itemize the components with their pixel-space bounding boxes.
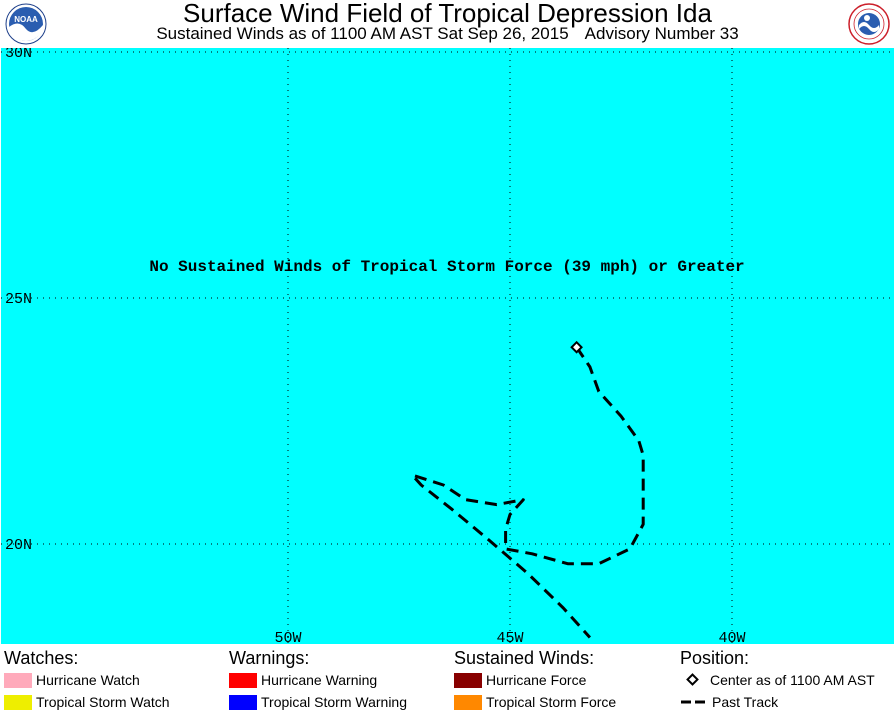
legend-item-hurricane-force: Hurricane Force	[454, 669, 616, 691]
wind-field-map: No Sustained Winds of Tropical Storm For…	[1, 48, 894, 644]
national-weather-service-logo-icon	[848, 3, 890, 45]
hurricane-warning-swatch	[229, 672, 257, 688]
header: NOAA Surface Wind Field of Tropical Depr…	[0, 0, 895, 48]
tropical-storm-force-swatch	[454, 694, 482, 710]
latitude-label: 25N	[5, 291, 32, 308]
legend-position-heading: Position:	[680, 648, 750, 668]
subtitle-time: Sustained Winds as of 1100 AM AST Sat Se…	[156, 24, 569, 43]
legend-label: Tropical Storm Watch	[36, 694, 170, 710]
legend-position: Position: Center as of 1100 AM AST Past …	[680, 647, 875, 713]
legend-watches: Watches: Hurricane Watch Tropical Storm …	[4, 647, 170, 713]
storm-center-marker	[570, 340, 583, 354]
legend-item-hurricane-watch: Hurricane Watch	[4, 669, 170, 691]
page-subtitle: Sustained Winds as of 1100 AM AST Sat Se…	[0, 24, 895, 44]
longitude-labels: 50W 45W 40W	[274, 630, 745, 644]
past-track-line	[410, 346, 645, 639]
legend-label: Past Track	[712, 694, 779, 710]
dashed-line-icon	[681, 700, 709, 704]
legend-warnings-heading: Warnings:	[229, 648, 310, 668]
page-title: Surface Wind Field of Tropical Depressio…	[183, 0, 712, 28]
legend-label: Hurricane Watch	[36, 672, 140, 688]
hurricane-watch-swatch	[4, 672, 32, 688]
legend-label: Tropical Storm Force	[486, 694, 617, 710]
longitude-label: 40W	[718, 630, 745, 644]
latitude-label: 30N	[5, 48, 32, 62]
legend-sustained-winds: Sustained Winds: Hurricane Force Tropica…	[454, 647, 616, 713]
legend-item-tropical-storm-warning: Tropical Storm Warning	[229, 691, 407, 713]
lat-lon-grid	[1, 48, 894, 644]
legend-label: Center as of 1100 AM AST	[710, 672, 875, 688]
legend-item-hurricane-warning: Hurricane Warning	[229, 669, 407, 691]
longitude-label: 45W	[496, 630, 523, 644]
legend-label: Tropical Storm Warning	[261, 694, 408, 710]
noaa-logo-text: NOAA	[14, 15, 38, 24]
latitude-labels: 30N 25N 20N	[5, 48, 32, 554]
hurricane-force-swatch	[454, 672, 482, 688]
ocean-background	[1, 48, 894, 644]
legend-item-center: Center as of 1100 AM AST	[680, 669, 875, 691]
legend-item-past-track: Past Track	[680, 691, 875, 713]
legend-item-tropical-storm-force: Tropical Storm Force	[454, 691, 616, 713]
legend-label: Hurricane Warning	[261, 672, 378, 688]
tropical-storm-warning-swatch	[229, 694, 257, 710]
longitude-label: 50W	[274, 630, 301, 644]
map-legend: Watches: Hurricane Watch Tropical Storm …	[0, 645, 895, 716]
latitude-label: 20N	[5, 537, 32, 554]
noaa-logo-icon: NOAA	[5, 3, 47, 45]
legend-watches-heading: Watches:	[4, 648, 79, 668]
no-winds-message: No Sustained Winds of Tropical Storm For…	[149, 258, 744, 276]
legend-label: Hurricane Force	[486, 672, 587, 688]
legend-sustained-winds-heading: Sustained Winds:	[454, 648, 595, 668]
subtitle-advisory: Advisory Number 33	[584, 24, 739, 43]
tropical-storm-watch-swatch	[4, 694, 32, 710]
legend-item-tropical-storm-watch: Tropical Storm Watch	[4, 691, 170, 713]
legend-warnings: Warnings: Hurricane Warning Tropical Sto…	[229, 647, 407, 713]
center-diamond-icon	[686, 673, 699, 686]
